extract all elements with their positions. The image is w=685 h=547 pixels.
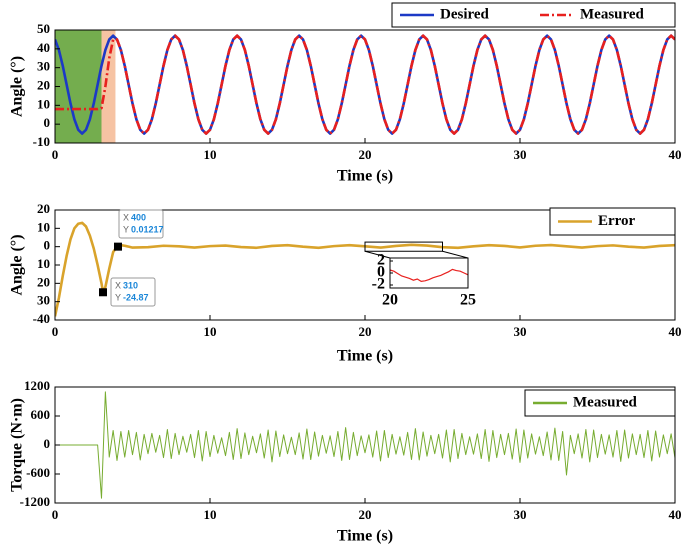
datatip-y-value: 0.01217: [131, 224, 164, 234]
datatip-marker: [114, 242, 122, 251]
x-tick-label: 20: [359, 324, 372, 339]
x-tick-label: 10: [204, 147, 217, 162]
y-axis-label: Angle (°): [9, 56, 26, 117]
series-line: [55, 221, 675, 317]
x-tick-label: 20: [359, 507, 372, 522]
y-tick-label: 2: [377, 252, 385, 269]
y-tick-label: 20: [37, 77, 50, 92]
shaded-span: [55, 30, 102, 143]
x-tick-label: 40: [669, 147, 682, 162]
series-line: [55, 391, 675, 499]
y-tick-label: -600: [26, 465, 50, 480]
y-tick-label: -10: [33, 134, 50, 149]
y-tick-label: 600: [31, 407, 51, 422]
x-tick-label: 0: [52, 324, 59, 339]
x-tick-label: 20: [359, 147, 372, 162]
y-tick-label: 0: [377, 264, 385, 281]
legend-label: Error: [598, 213, 636, 229]
legend-box: [391, 2, 676, 28]
series-line: [55, 34, 675, 135]
y-tick-label: 20: [37, 274, 50, 289]
y-tick-label: 50: [37, 21, 50, 36]
zoom-region: [364, 241, 443, 252]
y-tick-label: 0: [44, 436, 51, 451]
y-tick-label: -2: [372, 276, 385, 293]
x-tick-label: 30: [514, 324, 527, 339]
datatip-marker: [99, 288, 107, 297]
datatip-box: [118, 209, 164, 239]
y-tick-label: 10: [37, 256, 50, 271]
x-axis-label: Time (s): [337, 528, 393, 545]
inset-line: [389, 268, 469, 283]
x-tick-label: 20: [382, 292, 398, 309]
zoom-connector: [442, 250, 469, 259]
y-tick-label: -1200: [20, 494, 50, 509]
y-tick-label: -40: [33, 311, 50, 326]
datatip-box: [110, 277, 156, 307]
inset-frame: [389, 257, 469, 289]
y-tick-label: 30: [37, 59, 50, 74]
x-axis-label: Time (s): [337, 348, 393, 365]
x-axis-label: Time (s): [337, 168, 393, 185]
y-tick-label: 10: [37, 219, 50, 234]
axes-frame: [54, 386, 676, 504]
axes-frame: [54, 209, 676, 321]
y-axis-label: Torque (N·m): [9, 398, 26, 492]
y-tick-label: 0: [44, 115, 51, 130]
datatip-y-value: -24.87: [123, 292, 149, 302]
zoom-connector: [364, 250, 391, 259]
datatip-x-label: X: [123, 212, 129, 222]
y-tick-label: 40: [37, 40, 50, 55]
x-tick-label: 30: [514, 147, 527, 162]
y-tick-label: 30: [37, 293, 50, 308]
shaded-span: [101, 30, 116, 143]
legend-label: Measured: [580, 6, 645, 22]
y-tick-label: 10: [37, 96, 50, 111]
x-tick-label: 40: [669, 324, 682, 339]
x-tick-label: 10: [204, 324, 217, 339]
legend-label: Measured: [573, 394, 638, 410]
y-tick-label: 1200: [24, 378, 50, 393]
datatip-x-label: X: [115, 280, 121, 290]
x-tick-label: 40: [669, 507, 682, 522]
y-tick-label: 20: [37, 201, 50, 216]
inset-area: [390, 258, 468, 288]
y-axis-label: Angle (°): [9, 234, 26, 295]
x-tick-label: 10: [204, 507, 217, 522]
datatip-y-label: Y: [123, 224, 129, 234]
subplot: -1200 -600 0 600 1200 0 10 20 30 40 Time (s) Torque…: [9, 378, 682, 545]
x-tick-label: 25: [460, 292, 476, 309]
datatip-x-value: 310: [123, 280, 138, 290]
datatip-y-label: Y: [115, 292, 121, 302]
datatip-x-value: 400: [131, 212, 146, 222]
legend-label: Desired: [440, 6, 490, 22]
plot-area: [55, 30, 675, 143]
x-tick-label: 0: [52, 507, 59, 522]
x-tick-label: 30: [514, 507, 527, 522]
axes-frame: [54, 29, 676, 144]
y-tick-label: 0: [44, 238, 51, 253]
x-tick-label: 0: [52, 147, 59, 162]
